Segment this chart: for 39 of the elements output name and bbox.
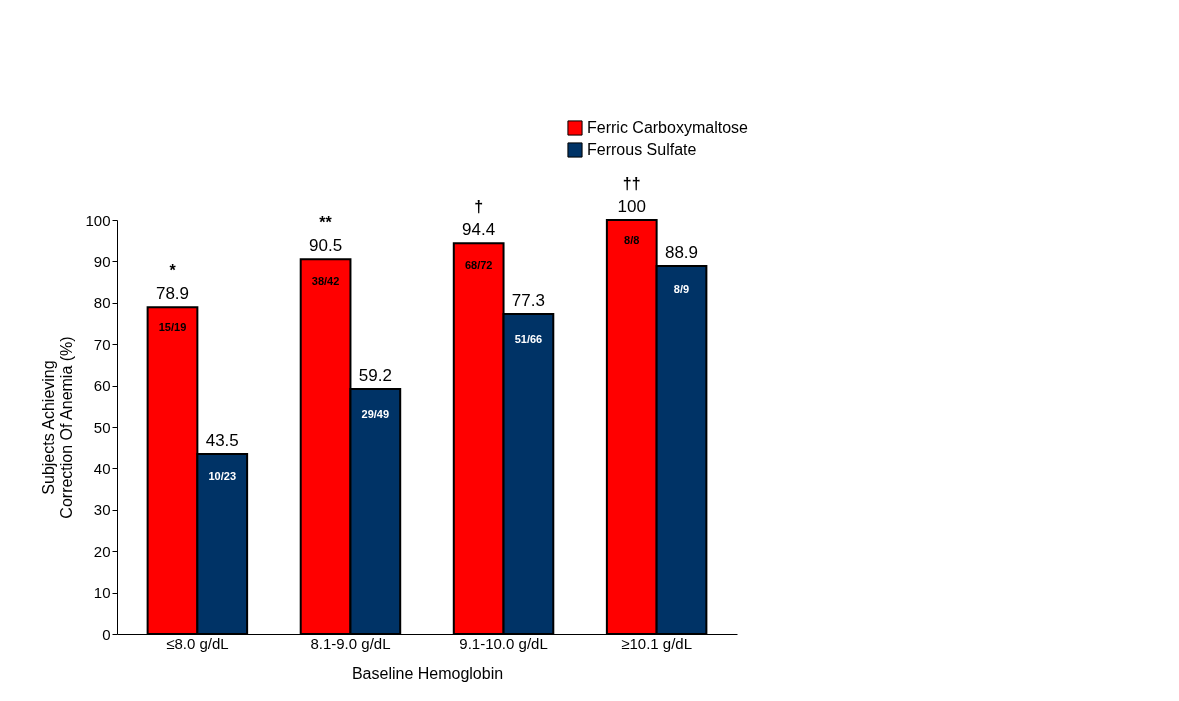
annotation: 29/49 — [361, 407, 390, 420]
y-tick-label: 50 — [93, 418, 111, 436]
x-tick-label: 9.1-10.0 g/dL — [459, 634, 548, 652]
y-tick-label: 100 — [85, 211, 111, 229]
legend-label: Ferric Carboxymaltose — [587, 119, 749, 136]
data-label: 43.5 — [205, 430, 239, 450]
annotation: 68/72 — [464, 258, 493, 271]
legend-label: Ferrous Sulfate — [587, 141, 697, 158]
annotation: 38/42 — [311, 275, 340, 288]
y-tick-label: 30 — [93, 501, 111, 519]
x-tick-label: ≤8.0 g/dL — [166, 634, 229, 652]
y-tick-label: 20 — [93, 542, 111, 560]
y-tick-label: 10 — [93, 584, 111, 602]
annotation: * — [169, 262, 177, 280]
y-tick-label: 70 — [93, 335, 111, 353]
y-tick-label: 90 — [93, 252, 111, 270]
data-label: 59.2 — [358, 365, 392, 385]
annotation: 51/66 — [514, 333, 543, 346]
annotation: 8/9 — [673, 283, 690, 296]
x-axis-title: Baseline Hemoglobin — [351, 664, 504, 682]
annotation: 8/8 — [624, 233, 640, 246]
data-label: 100 — [617, 197, 646, 216]
annotation: ** — [319, 214, 333, 232]
data-label: 94.4 — [462, 220, 496, 240]
y-tick-label: 40 — [93, 459, 111, 477]
annotation: 15/19 — [158, 320, 187, 333]
annotation: 10/23 — [208, 469, 237, 482]
data-label: 78.9 — [155, 284, 190, 304]
annotation: † — [474, 198, 484, 216]
annotation: †† — [622, 175, 641, 192]
data-label: 90.5 — [309, 236, 343, 256]
x-tick-label: ≥10.1 g/dL — [621, 634, 693, 652]
data-label: 88.9 — [664, 242, 699, 262]
data-label: 77.3 — [511, 290, 545, 310]
y-axis-title: Subjects Achieving Correction Of Anemia (%) — [40, 336, 76, 519]
x-tick-label: 8.1-9.0 g/dL — [310, 634, 391, 652]
y-tick-label: 60 — [93, 377, 111, 395]
y-tick-label: 80 — [93, 294, 111, 312]
y-tick-label: 0 — [102, 625, 111, 643]
